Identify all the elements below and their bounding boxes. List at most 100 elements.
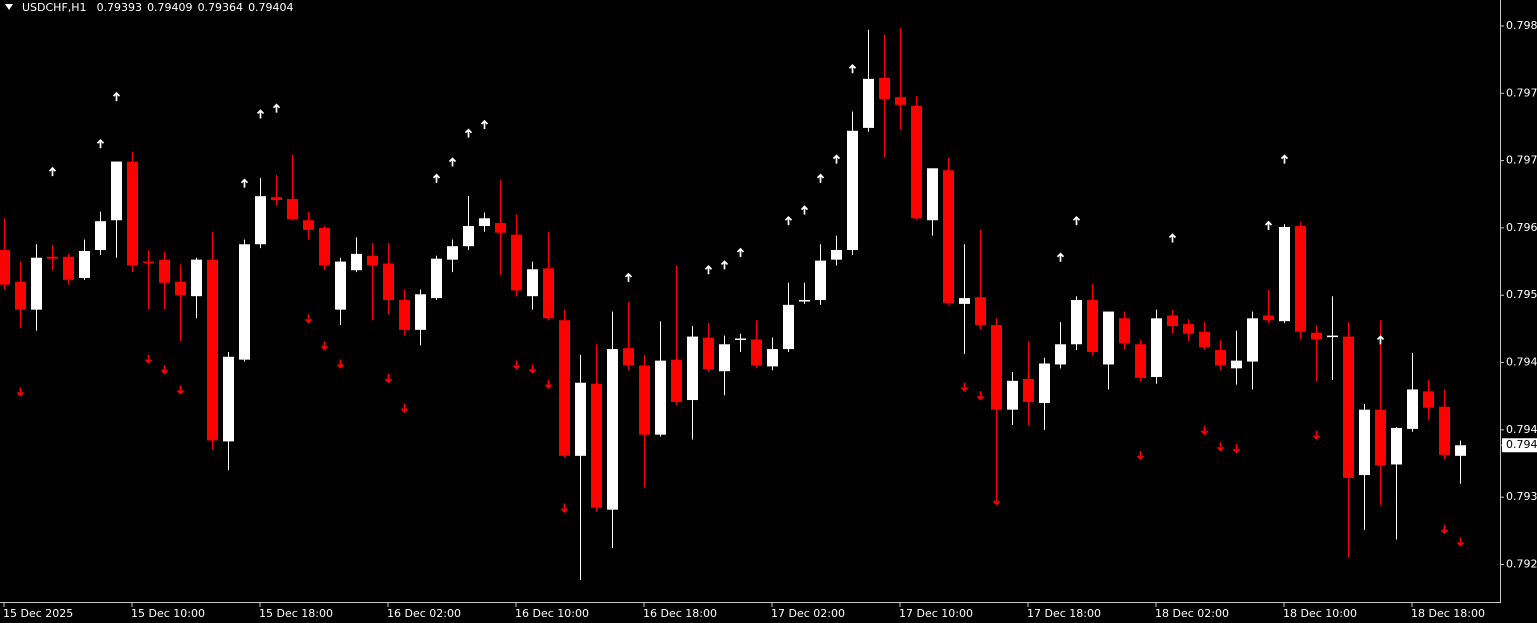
up-arrow bbox=[816, 173, 825, 183]
candle-body bbox=[639, 365, 650, 435]
candle-body bbox=[1023, 378, 1034, 402]
candle-body bbox=[1343, 336, 1354, 478]
candle-body bbox=[111, 161, 122, 221]
x-tick-label: 16 Dec 02:00 bbox=[387, 607, 461, 620]
current-price: 0.79404 bbox=[1506, 438, 1537, 451]
down-arrow bbox=[1216, 442, 1225, 452]
x-tick-label: 15 Dec 18:00 bbox=[259, 607, 333, 620]
up-arrow bbox=[96, 139, 105, 149]
header-low: 0.79364 bbox=[198, 1, 244, 14]
up-arrow bbox=[848, 64, 857, 74]
candle-body bbox=[223, 356, 234, 442]
x-tick-label: 18 Dec 18:00 bbox=[1411, 607, 1485, 620]
up-arrow bbox=[784, 215, 793, 226]
candle-body bbox=[831, 250, 842, 260]
candle-body bbox=[63, 256, 74, 280]
candle-body bbox=[399, 300, 410, 330]
candle-body bbox=[1199, 331, 1210, 348]
candle-body bbox=[1407, 389, 1418, 429]
candle-body bbox=[623, 348, 634, 366]
candle-body bbox=[1055, 344, 1066, 365]
candle-body bbox=[527, 269, 538, 297]
candle-body bbox=[495, 223, 506, 233]
down-arrow bbox=[304, 314, 313, 324]
candle-body bbox=[511, 234, 522, 291]
candle-body bbox=[815, 260, 826, 301]
candle-body bbox=[79, 250, 90, 278]
candle-body bbox=[191, 259, 202, 297]
up-arrow bbox=[272, 103, 281, 113]
x-tick-label: 15 Dec 10:00 bbox=[131, 607, 205, 620]
down-arrow bbox=[560, 503, 569, 513]
up-arrow bbox=[480, 119, 489, 130]
y-tick-label: 0.7956 bbox=[1506, 288, 1537, 301]
down-arrow bbox=[400, 403, 409, 413]
candle-body bbox=[799, 300, 810, 302]
candle-body bbox=[911, 105, 922, 219]
candle-body bbox=[127, 161, 138, 266]
x-tick-label: 16 Dec 10:00 bbox=[515, 607, 589, 620]
candle-body bbox=[719, 344, 730, 372]
candle-body bbox=[1135, 344, 1146, 378]
candle-body bbox=[655, 360, 666, 435]
candle-body bbox=[1007, 380, 1018, 410]
candle-body bbox=[47, 256, 58, 259]
down-arrow bbox=[960, 382, 969, 392]
down-arrow bbox=[1456, 537, 1465, 547]
y-tick-label: 0.797 bbox=[1506, 154, 1537, 167]
up-arrow bbox=[800, 205, 809, 215]
collapse-triangle[interactable] bbox=[5, 4, 13, 10]
candle-body bbox=[271, 197, 282, 201]
candle-body bbox=[287, 199, 298, 220]
candle-body bbox=[31, 257, 42, 310]
down-arrow bbox=[160, 365, 169, 375]
candle-body bbox=[1455, 445, 1466, 456]
candle-body bbox=[143, 261, 154, 264]
candle-body bbox=[591, 383, 602, 508]
candle-body bbox=[575, 382, 586, 456]
x-tick-label: 17 Dec 18:00 bbox=[1027, 607, 1101, 620]
up-arrow bbox=[448, 157, 457, 167]
candle-body bbox=[543, 268, 554, 319]
candle-body bbox=[415, 294, 426, 330]
up-arrow bbox=[432, 173, 441, 183]
candle-body bbox=[1231, 360, 1242, 369]
y-tick-label: 0.7942 bbox=[1506, 423, 1537, 436]
x-tick-label: 17 Dec 02:00 bbox=[771, 607, 845, 620]
y-tick-label: 0.7977 bbox=[1506, 86, 1537, 99]
down-arrow bbox=[1440, 524, 1449, 535]
up-arrow bbox=[1072, 215, 1081, 226]
y-tick-label: 0.7928 bbox=[1506, 557, 1537, 570]
up-arrow bbox=[1056, 252, 1065, 262]
down-arrow bbox=[320, 341, 329, 351]
candle-body bbox=[1167, 315, 1178, 327]
candle-body bbox=[95, 221, 106, 251]
candle-body bbox=[895, 97, 906, 105]
header-high: 0.79409 bbox=[147, 1, 193, 14]
y-tick-label: 0.7963 bbox=[1506, 221, 1537, 234]
candle-body bbox=[991, 325, 1002, 410]
candle-body bbox=[319, 227, 330, 266]
candle-body bbox=[1215, 350, 1226, 366]
candle-body bbox=[367, 255, 378, 266]
candle-body bbox=[207, 259, 218, 441]
candle-body bbox=[431, 258, 442, 299]
candle-body bbox=[607, 349, 618, 510]
up-arrow bbox=[1280, 154, 1289, 164]
candle-body bbox=[1423, 391, 1434, 408]
candle-body bbox=[847, 130, 858, 251]
y-tick-label: 0.7949 bbox=[1506, 356, 1537, 369]
up-arrow bbox=[624, 272, 633, 282]
x-tick-label: 18 Dec 10:00 bbox=[1283, 607, 1357, 620]
candle-body bbox=[1359, 409, 1370, 476]
candle-body bbox=[943, 170, 954, 303]
candle-body bbox=[1279, 226, 1290, 322]
candle-body bbox=[1247, 318, 1258, 362]
candle-body bbox=[1263, 315, 1274, 321]
candle-body bbox=[255, 196, 266, 245]
candle-body bbox=[1119, 318, 1130, 344]
x-tick-label: 15 Dec 2025 bbox=[3, 607, 73, 620]
candle-body bbox=[975, 297, 986, 326]
